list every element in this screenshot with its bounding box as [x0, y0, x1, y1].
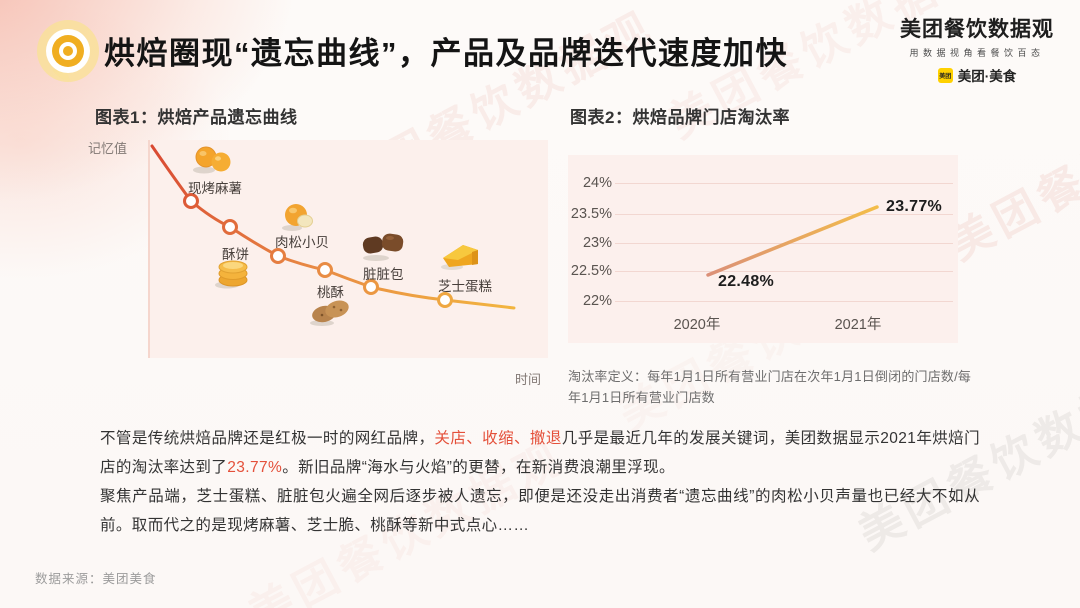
paragraph-text: 几乎是最近几年的发展关键词，美团数据显示2021年烘焙门店的淘汰率达到了: [100, 430, 981, 476]
y-tick-label: 22.5%: [570, 263, 612, 279]
brand-name: 美团餐饮数据观: [900, 18, 1054, 41]
brand-tagline: 用数据视角看餐饮百态: [909, 48, 1045, 58]
y-tick-label: 23%: [582, 235, 612, 251]
gridline: [615, 271, 953, 272]
x-tick-label: 2020年: [673, 317, 721, 333]
product-label: 现烤麻薯: [188, 181, 242, 196]
chart2-title: 图表2：烘焙品牌门店淘汰率: [570, 108, 790, 127]
paragraph-text: 。新旧品牌“海水与火焰”的更替，在新消费浪潮里浮现。: [282, 459, 675, 476]
elimination-rate-definition: 淘汰率定义：每年1月1日所有营业门店在次年1月1日倒闭的门店数/每年1月1日所有…: [568, 369, 972, 405]
cheesecake-icon: [439, 240, 481, 277]
data-source: 数据来源：美团美食: [35, 572, 157, 586]
page-title: 烘焙圈现“遗忘曲线”，产品及品牌迭代速度加快: [104, 36, 788, 71]
product-label: 酥饼: [222, 247, 249, 262]
y-tick-label: 22%: [582, 293, 612, 309]
chart1-x-axis-label: 时间: [515, 372, 542, 387]
product-label: 芝士蛋糕: [438, 279, 492, 294]
x-tick-label: 2021年: [834, 317, 882, 333]
forgetting-curve-svg: [150, 144, 516, 310]
product-label: 肉松小贝: [275, 235, 329, 250]
gridline: [615, 301, 953, 302]
forgetting-curve-chart: 现烤麻薯 酥饼 肉松小贝 桃酥: [148, 140, 548, 358]
dirty-bun-icon: [360, 228, 406, 267]
gridline: [615, 183, 953, 184]
y-tick-label: 24%: [582, 175, 612, 191]
bullseye-logo-icon: [34, 18, 102, 86]
data-label-2021: 23.77%: [886, 198, 943, 215]
brand-block: 美团餐饮数据观 用数据视角看餐饮百态 美团 美团·美食: [900, 13, 1054, 85]
product-label: 桃酥: [317, 285, 344, 300]
paragraph-text: 不管是传统烘焙品牌还是红极一时的网红品牌，: [100, 430, 435, 447]
paragraph-2: 聚焦产品端，芝士蛋糕、脏脏包火遍全网后逐步被人遗忘，即便是还没走出消费者“遗忘曲…: [100, 488, 980, 534]
chart1-title: 图表1：烘焙产品遗忘曲线: [95, 108, 298, 127]
y-tick-label: 23.5%: [570, 206, 612, 222]
highlight-keywords: 关店、收缩、撤退: [434, 430, 562, 447]
meituan-logo-icon: 美团: [937, 67, 953, 83]
product-label: 脏脏包: [363, 267, 404, 282]
paragraph-1: 不管是传统烘焙品牌还是红极一时的网红品牌，关店、收缩、撤退几乎是最近几年的发展关…: [100, 424, 980, 482]
mochi-icon: [192, 145, 236, 180]
elimination-rate-chart: 24% 23.5% 23% 22.5% 22% 22.48% 23.77% 20…: [568, 155, 958, 343]
meat-floss-bun-icon: [280, 202, 316, 237]
gridline: [615, 214, 953, 215]
chart1-y-axis-label: 记忆值: [88, 141, 128, 156]
data-label-2020: 22.48%: [718, 273, 775, 290]
highlight-rate: 23.77%: [227, 459, 283, 476]
sub-brand-name: 美团·美食: [957, 69, 1017, 84]
trend-line-svg: [706, 205, 879, 277]
peach-cookie-icon: [308, 297, 352, 332]
pastry-stack-icon: [214, 257, 252, 294]
